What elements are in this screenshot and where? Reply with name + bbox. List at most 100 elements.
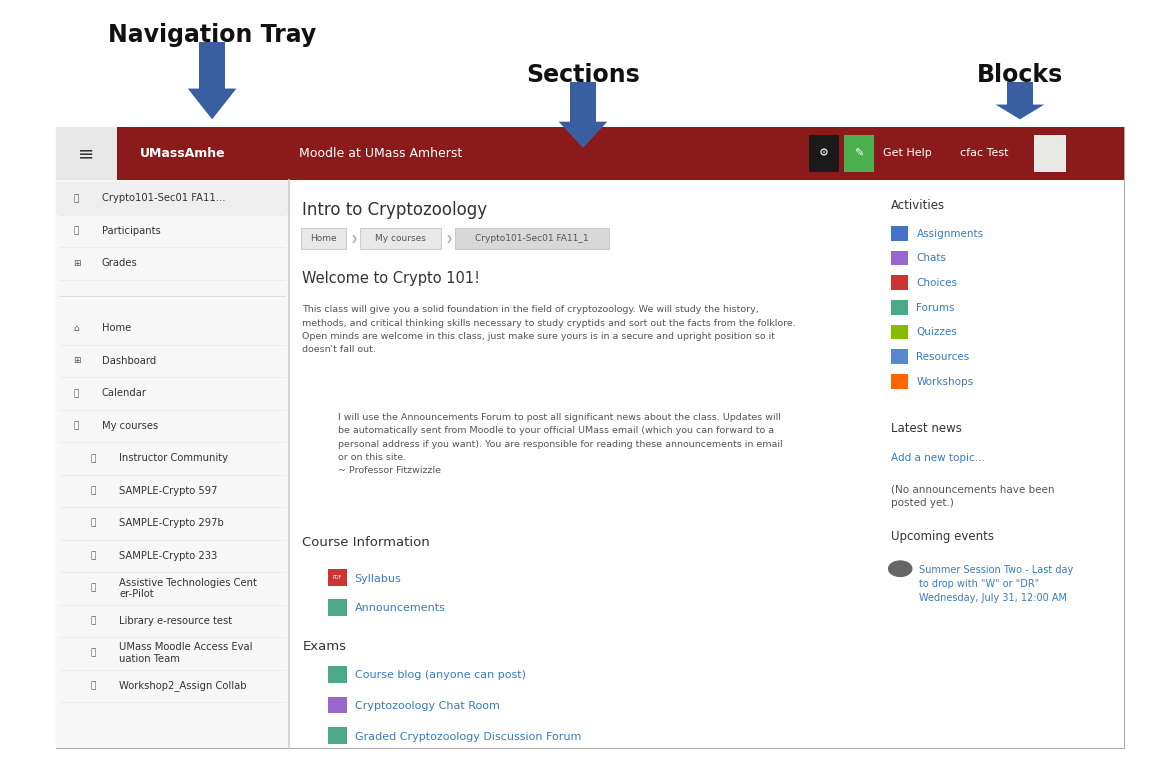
Bar bbox=[1034, 135, 1066, 172]
Polygon shape bbox=[188, 89, 236, 119]
Bar bbox=[56, 127, 1124, 180]
Bar bbox=[891, 251, 909, 266]
Text: My courses: My courses bbox=[376, 234, 427, 243]
Text: ❯: ❯ bbox=[446, 234, 453, 243]
Bar bbox=[56, 182, 289, 215]
Bar bbox=[891, 374, 909, 389]
Text: UMass Moodle Access Eval
uation Team: UMass Moodle Access Eval uation Team bbox=[119, 642, 253, 664]
Text: Grades: Grades bbox=[102, 259, 138, 269]
Text: 🎓: 🎓 bbox=[90, 519, 96, 527]
Text: Syllabus: Syllabus bbox=[355, 574, 401, 584]
Bar bbox=[891, 226, 909, 241]
Text: 👥: 👥 bbox=[73, 226, 79, 236]
Text: Announcements: Announcements bbox=[355, 603, 445, 613]
Text: Upcoming events: Upcoming events bbox=[891, 531, 994, 543]
Text: UMassAmhe: UMassAmhe bbox=[140, 147, 226, 160]
Text: 🎓: 🎓 bbox=[73, 194, 79, 203]
Bar bbox=[891, 300, 909, 315]
Text: Intro to Cryptozoology: Intro to Cryptozoology bbox=[302, 202, 488, 219]
Text: Quizzes: Quizzes bbox=[917, 327, 957, 337]
Bar bbox=[328, 728, 347, 745]
Text: This class will give you a solid foundation in the field of cryptozoology. We wi: This class will give you a solid foundat… bbox=[302, 306, 796, 354]
Bar bbox=[891, 325, 909, 340]
Text: Crypto101-Sec01 FA11...: Crypto101-Sec01 FA11... bbox=[102, 193, 226, 203]
Text: Library e-resource test: Library e-resource test bbox=[119, 616, 233, 626]
Text: Resources: Resources bbox=[917, 352, 970, 362]
Bar bbox=[56, 180, 289, 748]
Bar bbox=[328, 570, 347, 587]
Text: Navigation Tray: Navigation Tray bbox=[108, 22, 316, 47]
Text: 🎓: 🎓 bbox=[90, 649, 96, 658]
Text: ⊞: ⊞ bbox=[73, 357, 80, 366]
Text: ⊞: ⊞ bbox=[73, 259, 80, 268]
Text: ≡: ≡ bbox=[78, 144, 95, 163]
Text: Activities: Activities bbox=[891, 199, 945, 212]
Bar bbox=[56, 127, 1124, 748]
Text: My courses: My courses bbox=[102, 421, 159, 431]
Text: Workshop2_Assign Collab: Workshop2_Assign Collab bbox=[119, 681, 247, 691]
Text: Dashboard: Dashboard bbox=[102, 356, 156, 366]
Text: SAMPLE-Crypto 233: SAMPLE-Crypto 233 bbox=[119, 551, 218, 561]
Text: ❯: ❯ bbox=[351, 234, 358, 243]
Text: Summer Session Two - Last day
to drop with "W" or "DR"
Wednesday, July 31, 12:00: Summer Session Two - Last day to drop wi… bbox=[919, 565, 1073, 603]
Text: Forums: Forums bbox=[917, 303, 955, 313]
FancyBboxPatch shape bbox=[301, 228, 347, 249]
Bar bbox=[199, 42, 225, 89]
Text: Sections: Sections bbox=[526, 62, 640, 87]
Text: ⚙: ⚙ bbox=[819, 149, 829, 159]
Text: Get Help: Get Help bbox=[883, 149, 932, 159]
Polygon shape bbox=[559, 122, 607, 148]
Text: Instructor Community: Instructor Community bbox=[119, 454, 228, 464]
Text: Crypto101-Sec01 FA11_1: Crypto101-Sec01 FA11_1 bbox=[475, 234, 589, 243]
Text: 🎓: 🎓 bbox=[90, 681, 96, 690]
Text: Blocks: Blocks bbox=[977, 62, 1063, 87]
Text: ✎: ✎ bbox=[854, 149, 863, 159]
Text: SAMPLE-Crypto 297b: SAMPLE-Crypto 297b bbox=[119, 518, 224, 528]
Text: Chats: Chats bbox=[917, 253, 947, 263]
Text: (No announcements have been
posted yet.): (No announcements have been posted yet.) bbox=[891, 484, 1055, 508]
Bar bbox=[809, 135, 839, 172]
Circle shape bbox=[889, 561, 912, 577]
Bar bbox=[891, 350, 909, 364]
FancyBboxPatch shape bbox=[360, 228, 442, 249]
Text: Home: Home bbox=[102, 323, 131, 333]
Bar bbox=[570, 82, 596, 122]
Bar bbox=[1007, 82, 1033, 105]
Text: Cryptozoology Chat Room: Cryptozoology Chat Room bbox=[355, 701, 500, 711]
Bar bbox=[328, 666, 347, 683]
Text: 🎓: 🎓 bbox=[73, 421, 79, 430]
Text: Choices: Choices bbox=[917, 278, 957, 288]
Text: Course blog (anyone can post): Course blog (anyone can post) bbox=[355, 670, 526, 680]
Text: I will use the Announcements Forum to post all significant news about the class.: I will use the Announcements Forum to po… bbox=[326, 413, 782, 475]
Text: Moodle at UMass Amherst: Moodle at UMass Amherst bbox=[299, 147, 462, 160]
Polygon shape bbox=[996, 105, 1044, 119]
Bar bbox=[328, 599, 347, 616]
Text: Assistive Technologies Cent
er-Pilot: Assistive Technologies Cent er-Pilot bbox=[119, 578, 257, 599]
Text: cfac Test: cfac Test bbox=[960, 149, 1008, 159]
Bar bbox=[891, 276, 909, 290]
Text: 🎓: 🎓 bbox=[90, 616, 96, 625]
Text: 🎓: 🎓 bbox=[90, 487, 96, 495]
Text: Graded Cryptozoology Discussion Forum: Graded Cryptozoology Discussion Forum bbox=[355, 732, 581, 742]
Text: Assignments: Assignments bbox=[917, 229, 984, 239]
Text: PDF: PDF bbox=[333, 575, 342, 581]
Text: Welcome to Crypto 101!: Welcome to Crypto 101! bbox=[302, 271, 481, 286]
Bar bbox=[56, 127, 117, 180]
Text: ⌂: ⌂ bbox=[73, 324, 79, 333]
Text: 📅: 📅 bbox=[73, 389, 79, 398]
Text: Latest news: Latest news bbox=[891, 423, 962, 435]
Text: Home: Home bbox=[311, 234, 337, 243]
Text: SAMPLE-Crypto 597: SAMPLE-Crypto 597 bbox=[119, 486, 218, 496]
Text: Add a new topic...: Add a new topic... bbox=[891, 454, 985, 464]
Text: Calendar: Calendar bbox=[102, 388, 147, 398]
Text: Participants: Participants bbox=[102, 226, 161, 236]
Text: Workshops: Workshops bbox=[917, 377, 974, 387]
Text: Course Information: Course Information bbox=[302, 537, 430, 549]
Text: 🎓: 🎓 bbox=[90, 551, 96, 561]
Text: 🎓: 🎓 bbox=[90, 454, 96, 463]
Bar bbox=[844, 135, 874, 172]
Text: Exams: Exams bbox=[302, 641, 347, 653]
FancyBboxPatch shape bbox=[455, 228, 608, 249]
Text: 🎓: 🎓 bbox=[90, 584, 96, 593]
Bar bbox=[328, 697, 347, 714]
